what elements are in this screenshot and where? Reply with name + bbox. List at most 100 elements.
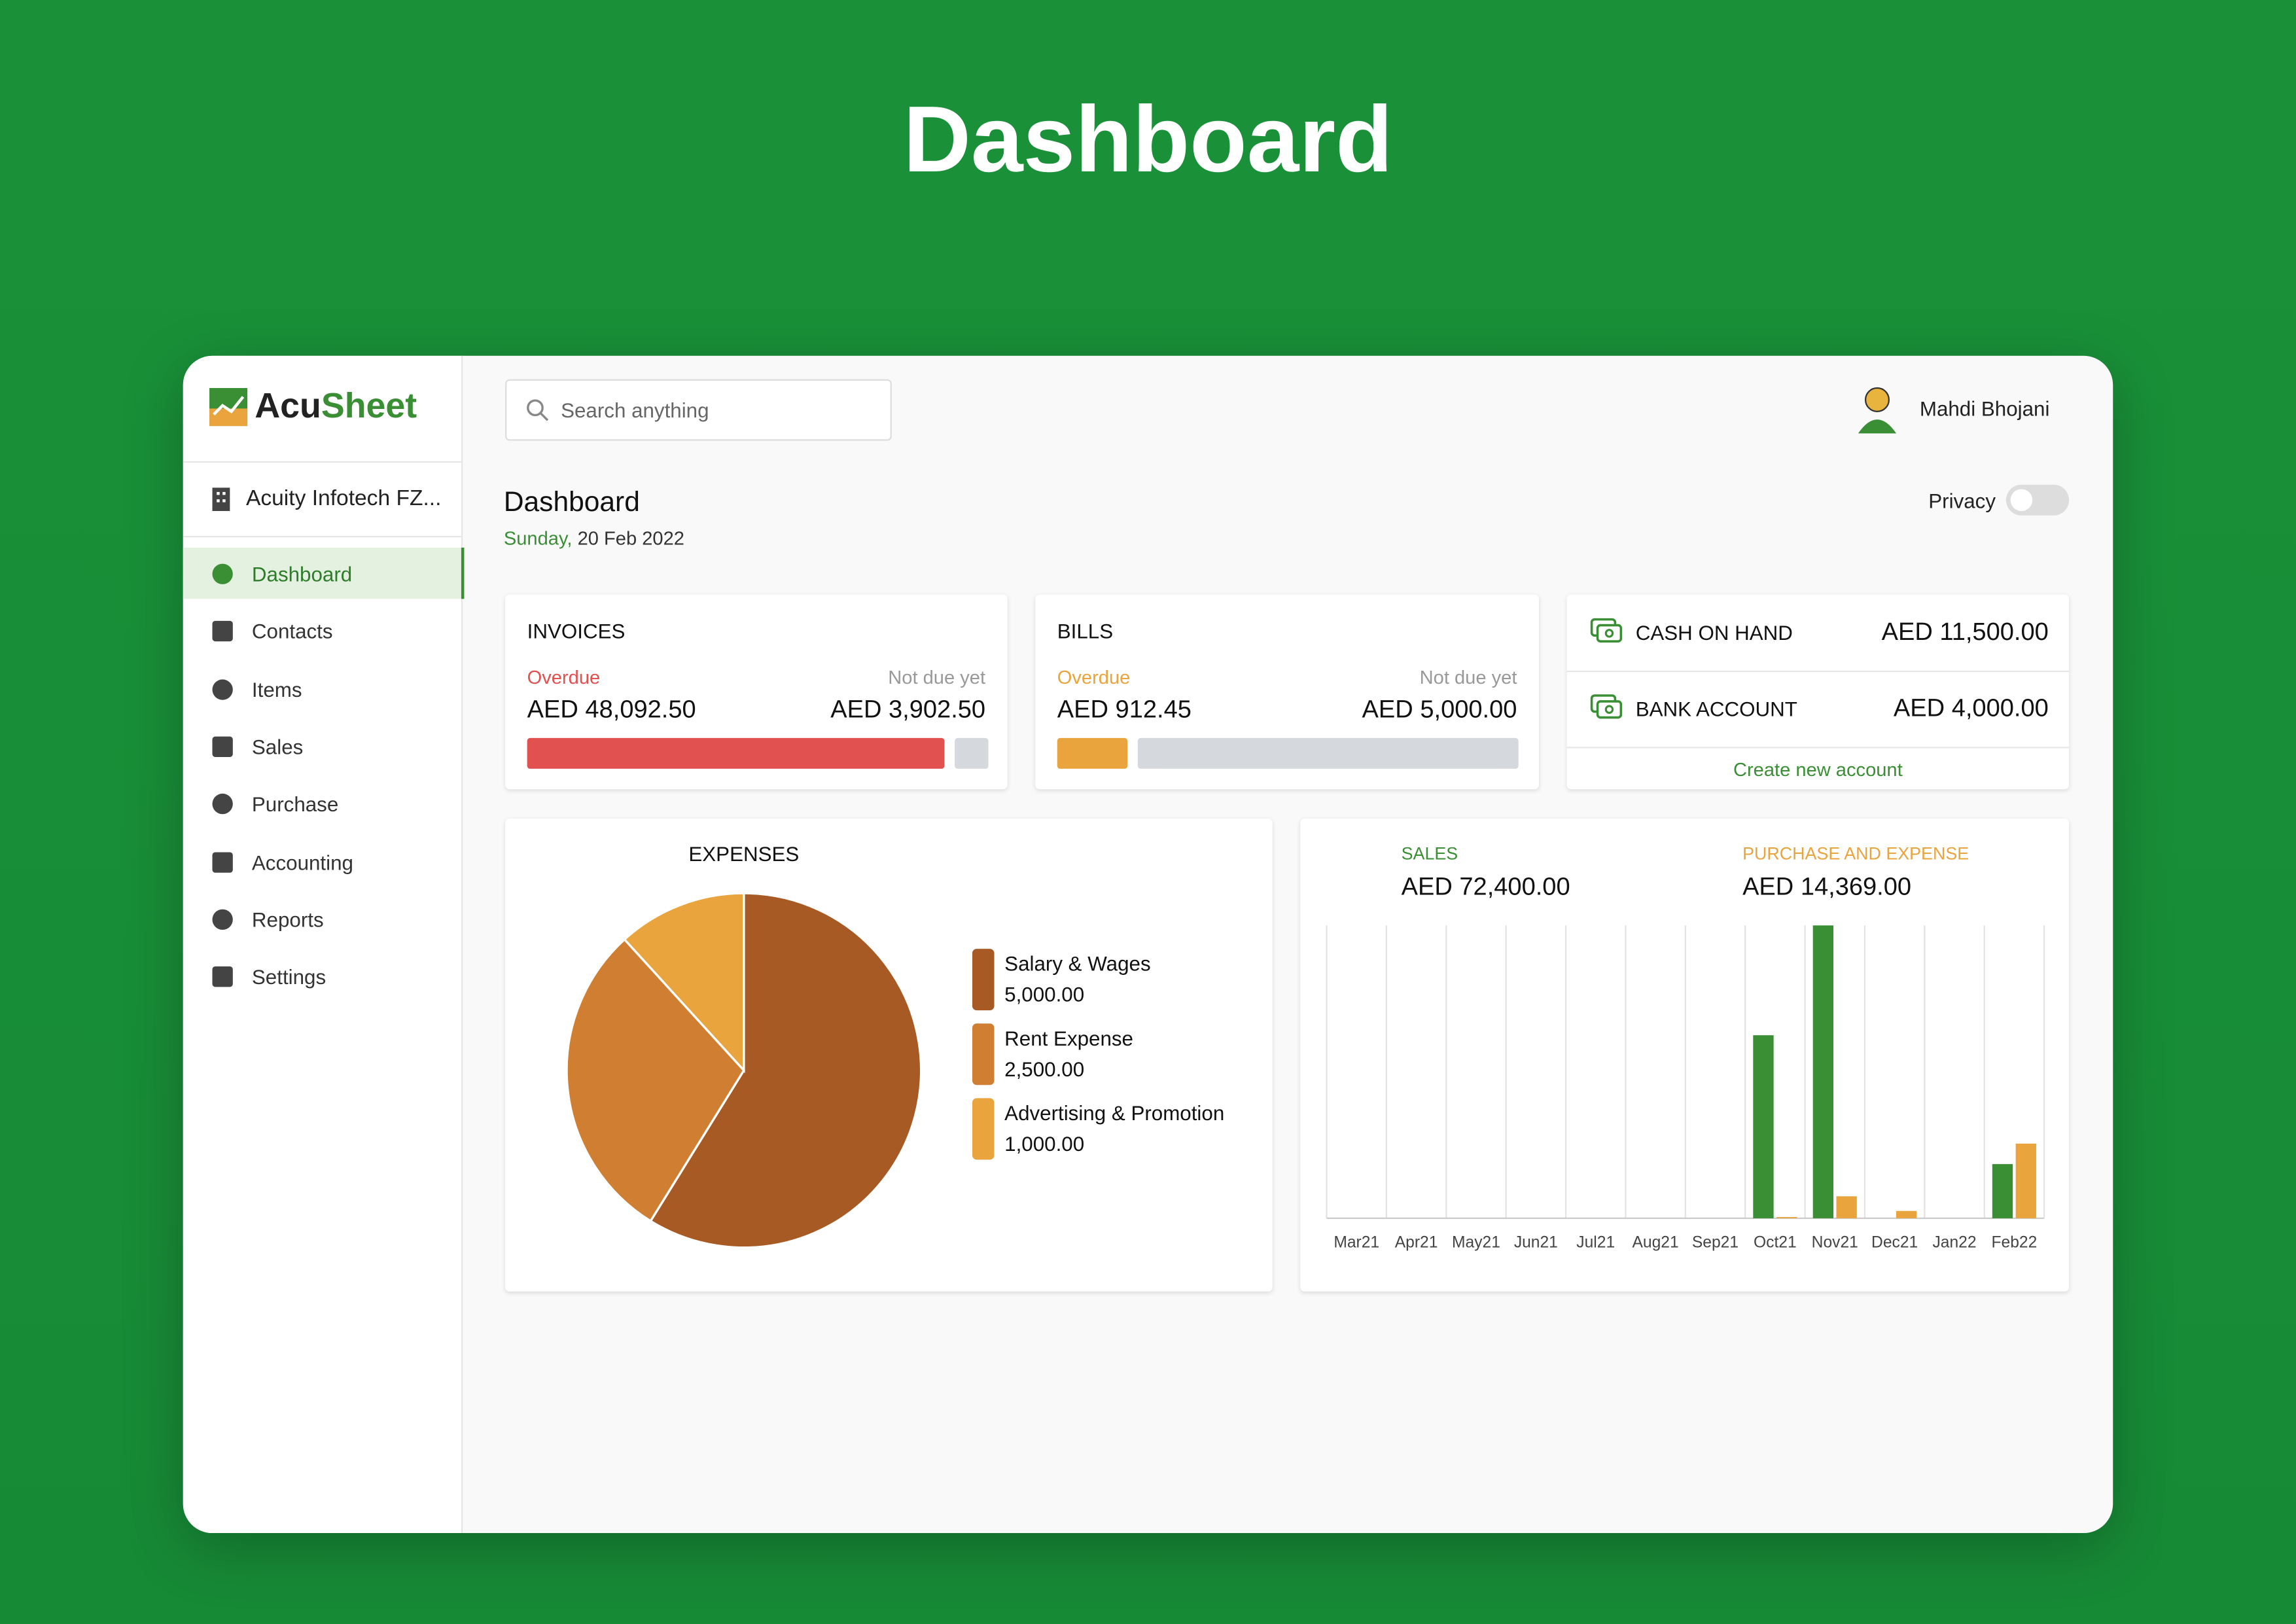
date-text: 20 Feb 2022	[577, 527, 684, 550]
x-tick-label: Dec21	[1871, 1234, 1918, 1252]
series-total: AED 14,369.00	[1742, 873, 1911, 900]
x-tick-label: May21	[1452, 1234, 1500, 1252]
legend-value: 5,000.00	[1004, 983, 1084, 1006]
x-tick-label: Jul21	[1576, 1234, 1615, 1252]
accounts-card: CASH ON HAND AED 11,500.00 BANK ACCOUNT AED…	[1566, 594, 2070, 790]
logo: AcuSheet	[255, 387, 417, 428]
sales-card: SALES AED 72,400.00 PURCHASE AND EXPENSE AE…	[1300, 818, 2070, 1292]
overdue-label: Overdue	[527, 666, 601, 688]
nav-item[interactable]: Purchase	[183, 778, 461, 829]
bar	[1992, 1164, 2013, 1218]
x-tick-label: Oct21	[1754, 1234, 1797, 1252]
search-placeholder: Search anything	[561, 398, 709, 422]
nav-icon	[212, 736, 233, 757]
bills-card[interactable]: BILLS Overdue Not due yet AED 912.45 AED 5,0…	[1035, 594, 1540, 790]
not-due-label: Not due yet	[888, 666, 986, 688]
chart-title: EXPENSES	[688, 843, 799, 866]
nav-label: Dashboard	[251, 562, 353, 586]
company-name[interactable]: Acuity Infotech FZ...	[245, 485, 442, 512]
not-due-label: Not due yet	[1419, 666, 1517, 688]
date: Sunday, 20 Feb 2022	[504, 527, 684, 550]
page-title: Dashboard	[503, 487, 640, 519]
sidebar: AcuSheet Acuity Infotech FZ... Dashboard…	[183, 355, 465, 1534]
nav-icon	[212, 909, 233, 930]
legend-label: Salary & Wages	[1004, 953, 1150, 976]
hero-title: Dashboard	[903, 86, 1393, 192]
account-name: BANK ACCOUNT	[1635, 697, 1797, 721]
not-due-bar	[1137, 737, 1519, 769]
bar	[1896, 1210, 1917, 1218]
nav-icon	[212, 563, 233, 584]
pie-slice	[565, 938, 745, 1223]
invoices-card[interactable]: INVOICES Overdue Not due yet AED 48,092.50 A…	[505, 594, 1008, 790]
nav-item[interactable]: Sales	[183, 720, 461, 771]
account-name: CASH ON HAND	[1635, 620, 1793, 644]
series-name: SALES	[1402, 844, 1458, 864]
x-tick-label: Sep21	[1692, 1234, 1739, 1252]
legend-label: Advertising & Promotion	[1004, 1102, 1224, 1125]
pie-slice	[648, 892, 923, 1249]
x-tick-label: Mar21	[1333, 1234, 1379, 1252]
divider	[1566, 670, 2070, 673]
not-due-amount: AED 5,000.00	[1362, 695, 1517, 724]
bar	[1812, 925, 1834, 1218]
expenses-chart: EXPENSES Salary & Wages 5,000.00 Rent Expen…	[565, 843, 1224, 1249]
logo-icon	[209, 388, 248, 427]
privacy-toggle[interactable]	[2005, 484, 2070, 516]
not-due-bar	[954, 737, 989, 769]
bar	[1776, 1217, 1797, 1218]
nav-item[interactable]: Contacts	[183, 605, 461, 656]
nav-icon	[212, 851, 233, 872]
nav-label: Sales	[251, 735, 304, 758]
x-tick-label: Apr21	[1395, 1234, 1438, 1252]
company-icon	[212, 487, 230, 512]
nav-label: Accounting	[251, 850, 353, 874]
user-name[interactable]: Mahdi Bhojani	[1919, 397, 2050, 421]
divider	[183, 461, 461, 463]
overdue-amount: AED 48,092.50	[527, 695, 696, 724]
day: Sunday,	[503, 527, 573, 550]
series-total: AED 72,400.00	[1402, 873, 1570, 900]
create-account-link[interactable]: Create new account	[1733, 758, 1903, 781]
divider	[183, 536, 461, 538]
privacy-label: Privacy	[1928, 489, 1996, 513]
nav-icon	[212, 621, 233, 642]
app-window: AcuSheet Acuity Infotech FZ... Dashboard…	[183, 355, 2113, 1534]
pie-slice	[623, 892, 745, 1074]
nav-icon	[212, 794, 233, 815]
logo-part: Acu	[255, 386, 321, 427]
legend-swatch	[972, 949, 995, 1011]
search-box[interactable]: Search anything	[505, 379, 892, 441]
nav-item[interactable]: Accounting	[183, 836, 461, 887]
nav-icon	[212, 966, 233, 987]
x-tick-label: Aug21	[1633, 1234, 1679, 1252]
overdue-amount: AED 912.45	[1057, 695, 1192, 724]
nav-label: Items	[251, 677, 302, 701]
nav-item[interactable]: Reports	[183, 893, 461, 944]
nav-item[interactable]: Dashboard	[183, 547, 465, 599]
account-amount: AED 4,000.00	[1893, 694, 2049, 722]
search-icon	[527, 399, 549, 421]
legend-value: 2,500.00	[1004, 1058, 1084, 1081]
card-title: INVOICES	[527, 619, 626, 643]
avatar[interactable]	[1855, 385, 1899, 435]
legend-value: 1,000.00	[1004, 1133, 1084, 1156]
nav-label: Settings	[251, 964, 327, 989]
account-amount: AED 11,500.00	[1881, 618, 2049, 646]
nav-item[interactable]: Items	[183, 663, 461, 714]
bar	[2015, 1143, 2036, 1218]
x-tick-label: Jan22	[1932, 1234, 1976, 1252]
nav-label: Contacts	[251, 620, 333, 644]
x-tick-label: Feb22	[1991, 1234, 2037, 1252]
account-icon	[1590, 694, 1623, 719]
overdue-bar	[527, 737, 945, 769]
bar	[1753, 1035, 1774, 1218]
account-icon	[1590, 618, 1623, 643]
not-due-amount: AED 3,902.50	[830, 695, 986, 724]
bar	[1836, 1196, 1857, 1218]
nav-item[interactable]: Settings	[183, 951, 461, 1002]
toggle-knob	[2010, 489, 2033, 512]
overdue-label: Overdue	[1057, 666, 1131, 688]
nav-label: Purchase	[251, 792, 339, 816]
